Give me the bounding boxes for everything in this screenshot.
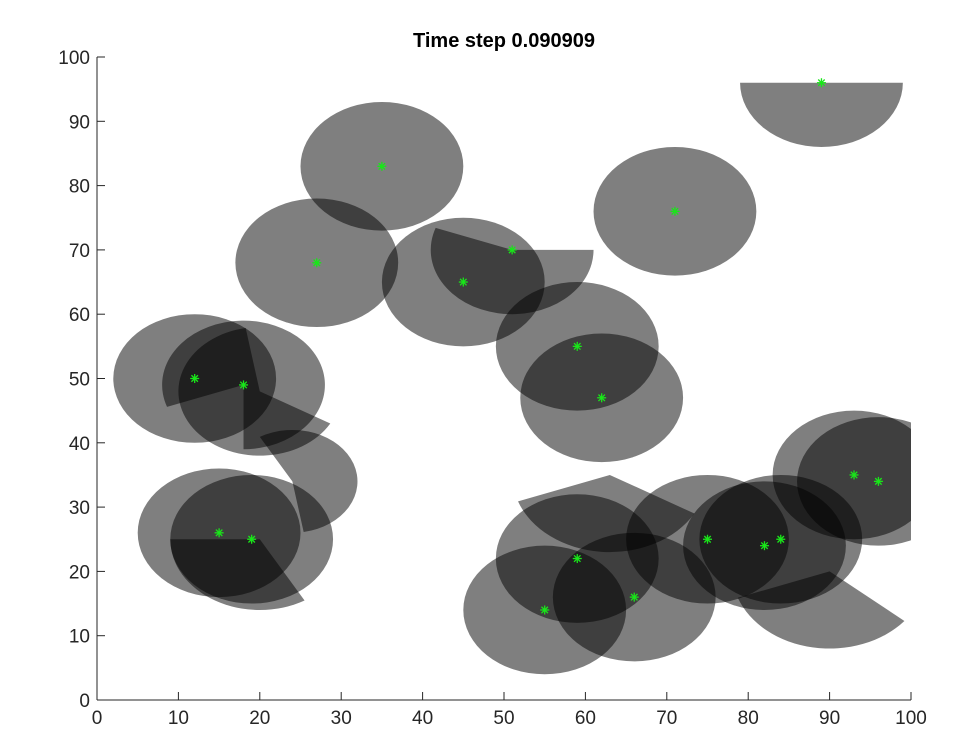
agent-marker	[759, 541, 769, 551]
agent-marker	[597, 393, 607, 403]
x-tick-label: 20	[249, 708, 270, 729]
agent-marker	[816, 78, 826, 88]
x-tick-label: 100	[895, 708, 927, 729]
x-tick-label: 70	[656, 708, 677, 729]
y-tick-label: 20	[69, 562, 90, 583]
x-tick-label: 40	[412, 708, 433, 729]
agent-marker	[572, 341, 582, 351]
y-tick-label: 50	[69, 370, 90, 391]
sensing-region	[170, 539, 305, 610]
sensing-region	[740, 82, 903, 147]
agent-marker	[239, 380, 249, 390]
axes: 0 10 20 30 40 50 60 70 80 90 100 0 10 20 30 40 50 60 70 80 9…	[58, 48, 927, 729]
agent-marker	[873, 476, 883, 486]
agent-marker	[629, 592, 639, 602]
agent-marker	[849, 470, 859, 480]
agent-marker	[572, 554, 582, 564]
y-tick-label: 10	[69, 627, 90, 648]
agent-marker	[776, 534, 786, 544]
agent-marker	[670, 206, 680, 216]
y-tick-label: 90	[69, 112, 90, 133]
agent-marker	[190, 374, 200, 383]
sensing-regions	[113, 82, 911, 675]
x-tick-label: 0	[92, 708, 103, 729]
agent-marker	[458, 277, 468, 287]
x-tick-label: 50	[493, 708, 514, 729]
agent-marker	[312, 258, 322, 268]
agent-marker	[377, 161, 387, 171]
x-tick-label: 80	[738, 708, 759, 729]
y-tick-label: 100	[58, 48, 90, 69]
sensing-region	[259, 429, 358, 533]
y-tick-label: 40	[69, 434, 90, 455]
y-tick-label: 70	[69, 241, 90, 262]
y-tick-label: 80	[69, 177, 90, 198]
agent-marker	[214, 528, 224, 538]
x-tick-label: 90	[819, 708, 840, 729]
x-tick-label: 30	[331, 708, 352, 729]
agent-markers	[190, 78, 883, 615]
sensing-region	[737, 571, 905, 649]
agent-marker	[507, 245, 517, 255]
sensing-region	[797, 417, 911, 546]
y-tick-label: 30	[69, 498, 90, 519]
y-tick-label: 0	[79, 691, 90, 712]
agent-marker	[540, 605, 550, 615]
sensing-region	[178, 328, 331, 456]
chart-title: Time step 0.090909	[413, 30, 595, 52]
agent-marker	[247, 534, 257, 544]
x-tick-label: 10	[168, 708, 189, 729]
agent-marker	[703, 534, 712, 544]
x-tick-label: 60	[575, 708, 596, 729]
y-tick-label: 60	[69, 305, 90, 326]
